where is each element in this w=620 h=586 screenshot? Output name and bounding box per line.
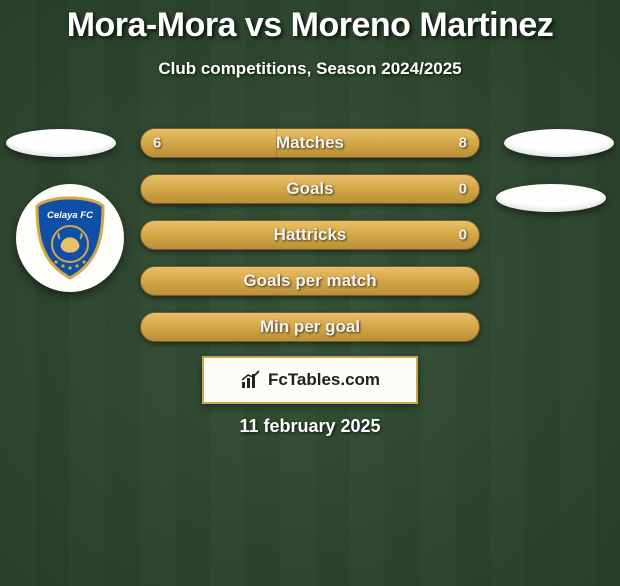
bar-label: Min per goal xyxy=(141,317,479,337)
stat-bar-row: Goals0 xyxy=(140,174,480,204)
stat-bar-row: Matches68 xyxy=(140,128,480,158)
page-subtitle: Club competitions, Season 2024/2025 xyxy=(0,59,620,79)
bar-value-right: 0 xyxy=(459,227,467,244)
side-oval xyxy=(6,129,116,157)
bar-label: Goals per match xyxy=(141,271,479,291)
side-oval xyxy=(504,129,614,157)
chart-icon xyxy=(240,370,262,390)
brand-box: FcTables.com xyxy=(202,356,418,404)
bar-value-left: 6 xyxy=(153,135,161,152)
stat-bar-row: Min per goal xyxy=(140,312,480,342)
bar-value-right: 8 xyxy=(459,135,467,152)
stat-bar-row: Goals per match xyxy=(140,266,480,296)
bar-label: Hattricks xyxy=(141,225,479,245)
page-title: Mora-Mora vs Moreno Martinez xyxy=(0,6,620,45)
club-crest: Celaya FC xyxy=(16,184,124,292)
footer-date: 11 february 2025 xyxy=(0,416,620,437)
stat-bars: Matches68Goals0Hattricks0Goals per match… xyxy=(140,128,480,358)
bar-label: Goals xyxy=(141,179,479,199)
shield-icon: Celaya FC xyxy=(33,196,107,280)
brand-text: FcTables.com xyxy=(268,370,380,390)
bar-value-right: 0 xyxy=(459,181,467,198)
side-oval xyxy=(496,184,606,212)
stat-bar-row: Hattricks0 xyxy=(140,220,480,250)
svg-text:Celaya FC: Celaya FC xyxy=(47,210,93,221)
bar-fill-right xyxy=(277,129,479,157)
